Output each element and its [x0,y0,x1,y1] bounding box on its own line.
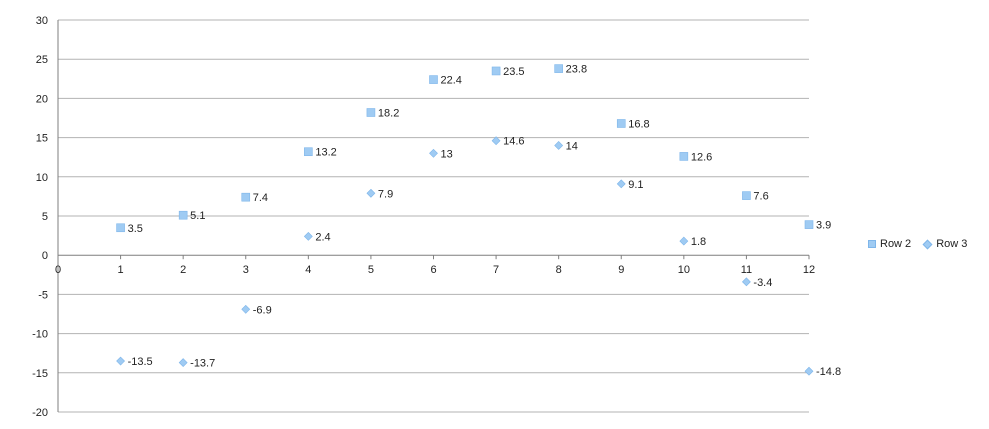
row-2-point [491,66,501,76]
x-tick-label: 7 [493,264,499,276]
x-tick-label: 9 [618,264,624,276]
row-3-data-label: -13.5 [128,356,153,368]
x-tick-label: 3 [243,264,249,276]
row-2-point [554,64,563,73]
legend-label-row-2: Row 2 [880,238,912,250]
row-3-data-label: -13.7 [190,358,215,370]
row-3-point [491,136,501,146]
row-3-data-label: 7.9 [378,188,393,200]
legend: Row 2 Row 3 [868,238,967,250]
row-2-point [366,108,376,117]
row-3-data-label: 14.6 [503,136,524,148]
row-3-data-label: -14.8 [816,366,841,378]
row-2-data-label: 23.8 [566,64,587,76]
y-tick-label: 15 [36,133,48,145]
y-tick-label: -10 [32,329,48,341]
row-3-point [804,366,814,376]
row-3-point [241,304,251,314]
row-2-data-label: 3.5 [128,223,143,235]
y-tick-label: 5 [42,211,48,223]
row-2-data-label: 22.4 [441,75,462,87]
legend-square-marker-icon [868,240,876,248]
x-tick-label: 4 [305,264,311,276]
row-2-data-label: 5.1 [190,210,205,222]
row-2-data-label: 12.6 [691,151,712,163]
y-tick-label: -15 [32,368,48,380]
row-3-point [366,188,376,198]
row-3-point [741,277,751,287]
y-tick-label: -20 [32,407,48,419]
row-3-data-label: 1.8 [691,236,706,248]
row-3-data-label: 9.1 [628,179,643,191]
x-tick-label: 8 [556,264,562,276]
y-tick-label: 30 [36,15,48,27]
y-tick-label: 25 [36,54,48,66]
x-tick-label: 5 [368,264,374,276]
legend-diamond-marker-icon [922,239,933,249]
row-2-point [616,119,626,128]
row-3-point [303,231,313,241]
x-tick-label: 2 [180,264,186,276]
row-2-data-label: 13.2 [315,147,336,159]
row-2-point [116,223,125,233]
row-2-point [742,191,751,200]
row-2-point [241,192,251,202]
x-tick-label: 11 [741,264,752,276]
x-tick-label: 10 [678,264,690,276]
x-tick-label: 1 [118,264,124,276]
row-2-point [679,152,689,161]
row-2-data-label: 7.6 [753,191,768,203]
y-tick-label: 10 [36,172,48,184]
row-3-point [429,148,438,158]
y-tick-label: -5 [38,289,48,301]
row-3-data-label: -6.9 [253,304,272,316]
row-3-data-label: 14 [566,140,578,152]
legend-item-row-3: Row 3 [922,238,968,250]
legend-item-row-2: Row 2 [868,238,911,250]
row-2-data-label: 3.9 [816,220,831,232]
row-2-point [178,210,188,220]
row-3-point [679,236,689,246]
x-tick-label: 6 [430,264,436,276]
row-2-point [429,75,438,84]
x-tick-label: 12 [803,264,815,276]
row-2-data-label: 7.4 [253,192,268,204]
row-2-point [304,147,313,157]
row-2-data-label: 23.5 [503,66,524,78]
row-3-data-label: -3.4 [753,277,772,289]
row-3-point [554,141,564,150]
row-2-point [804,220,814,229]
row-2-data-label: 16.8 [628,118,649,130]
row-3-point [116,356,126,366]
x-tick-label: 0 [55,264,61,276]
legend-label-row-3: Row 3 [936,238,968,250]
row-3-data-label: 13 [441,148,453,160]
row-3-data-label: 2.4 [315,231,330,243]
y-tick-label: 20 [36,93,48,105]
row-3-point [616,179,626,189]
row-3-point [178,358,188,368]
row-2-data-label: 18.2 [378,108,399,120]
y-tick-label: 0 [42,250,48,262]
